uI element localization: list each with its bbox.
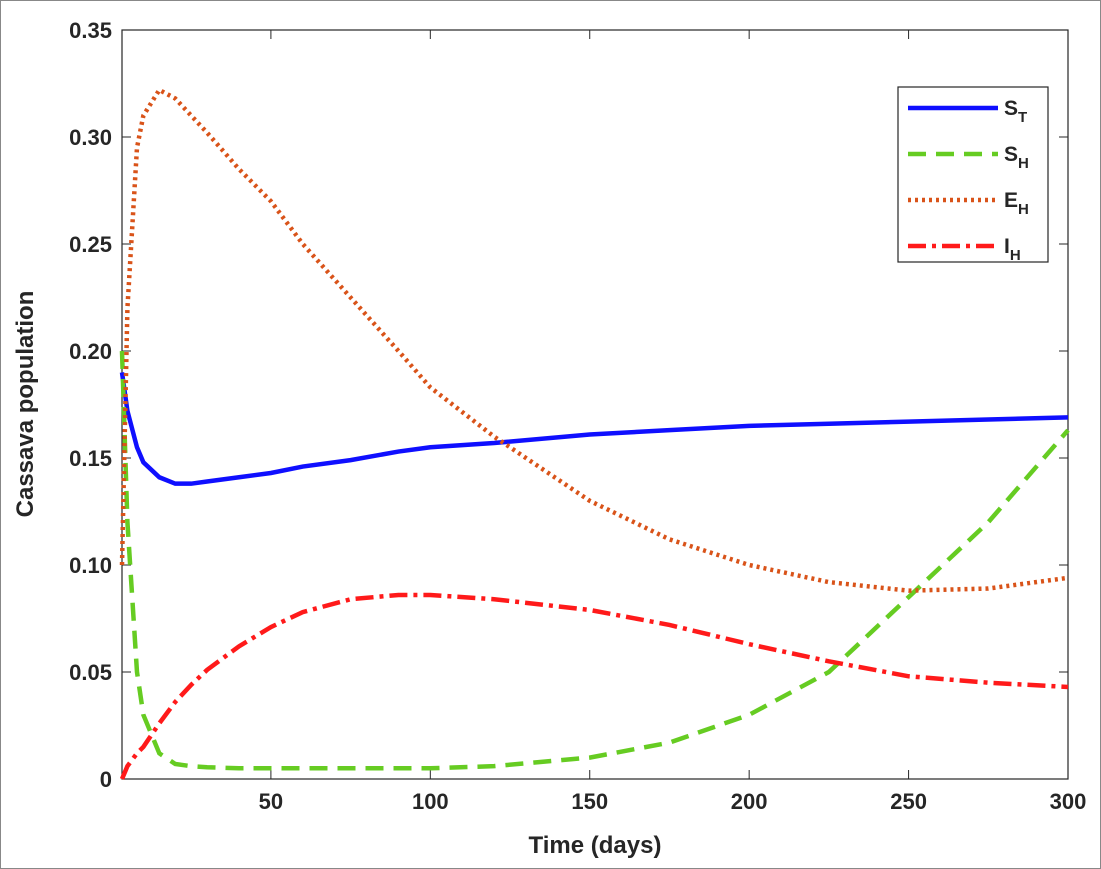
legend-label: IH (1004, 235, 1021, 264)
legend-label: ST (1004, 97, 1027, 126)
y-tick-label: 0.05 (69, 660, 112, 685)
y-tick-label: 0.10 (69, 553, 112, 578)
x-tick-label: 50 (259, 789, 283, 814)
series-line (119, 86, 1069, 593)
y-axis-label: Cassava population (12, 291, 39, 518)
series-line (119, 592, 1069, 780)
legend-box (897, 86, 1049, 263)
series-line (119, 350, 1070, 771)
y-tick-label: 0.35 (69, 18, 112, 43)
x-tick-label: 250 (890, 789, 927, 814)
y-tick-label: 0.15 (69, 446, 112, 471)
y-tick-label: 0 (100, 767, 112, 792)
x-tick-label: 200 (731, 789, 768, 814)
series-line (119, 372, 1069, 486)
y-tick-label: 0.25 (69, 232, 112, 257)
x-tick-label: 100 (412, 789, 449, 814)
x-axis-label: Time (days) (529, 832, 662, 859)
legend-label: EH (1004, 189, 1029, 218)
x-tick-label: 300 (1050, 789, 1087, 814)
legend-label: SH (1004, 143, 1029, 172)
y-tick-label: 0.30 (69, 125, 112, 150)
x-tick-label: 150 (571, 789, 608, 814)
y-tick-label: 0.20 (69, 339, 112, 364)
